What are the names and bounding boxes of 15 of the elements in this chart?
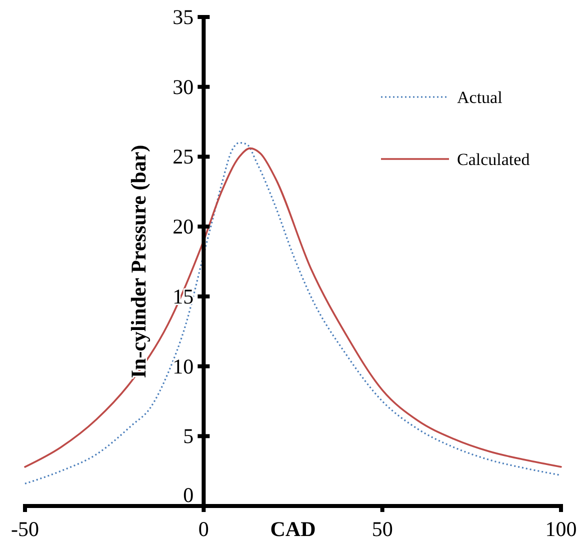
x-axis-title: CAD [270,517,316,541]
legend-label: Actual [457,88,503,107]
y-tick-label: 0 [183,483,194,507]
y-tick-label: 20 [172,214,194,239]
y-tick-label: 35 [172,5,194,29]
y-tick-label: 25 [172,144,194,169]
x-tick-label: 100 [545,517,577,541]
x-tick-label: -50 [11,517,39,541]
y-tick-label: 10 [172,354,194,378]
legend-label: Calculated [457,150,530,169]
y-tick-label: 30 [172,74,194,99]
y-axis-title: In-cylinder Pressure (bar) [126,144,151,378]
x-tick-label: 50 [372,517,393,541]
y-tick-label: 5 [183,424,194,448]
x-tick-label: 0 [198,517,209,541]
